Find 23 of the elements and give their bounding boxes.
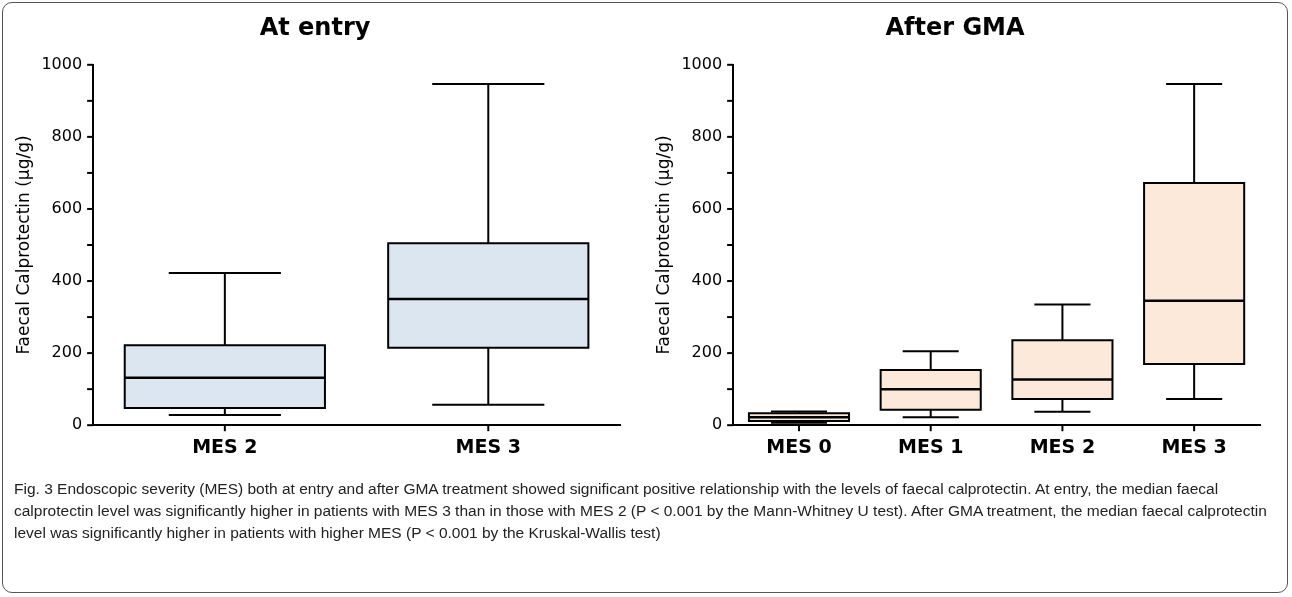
y-tick-label: 0 — [711, 414, 723, 434]
x-tick-label: MES 3 — [455, 434, 521, 457]
y-tick-label: 1000 — [41, 53, 83, 73]
x-tick-label: MES 3 — [1161, 434, 1227, 457]
chart-title: After GMA — [885, 12, 1025, 41]
y-tick-label: 0 — [71, 414, 83, 434]
caption: Fig. 3 Endoscopic severity (MES) both at entry and after GMA treatment showed significant positive relationship with the levels of faecal calprotectin. At entry, the median faecal calprotectin level was significantly higher in patients with MES 3 than in those with MES 2 (P < 0.001 by the Mann-Whitney U test). After GMA treatment, the median faecal calprotectin level was significantly higher in patients with higher MES (P < 0.001 by the Kruskal-Wallis test) — [14, 479, 1268, 543]
y-tick-label: 1000 — [681, 53, 723, 73]
x-tick-label: MES 2 — [1029, 434, 1096, 457]
x-tick-label: MES 0 — [766, 434, 832, 457]
y-axis-title: Faecal Calprotectin (µg/g) — [652, 135, 673, 355]
y-tick-label: 200 — [691, 342, 723, 362]
y-axis-title: Faecal Calprotectin (µg/g) — [12, 135, 33, 355]
x-tick-label: MES 2 — [192, 434, 258, 457]
y-tick-label: 600 — [691, 198, 723, 218]
x-tick-label: MES 1 — [898, 434, 964, 457]
y-tick-label: 400 — [51, 270, 83, 290]
y-tick-label: 600 — [51, 198, 83, 218]
y-tick-label: 400 — [691, 270, 723, 290]
chart-title: At entry — [259, 12, 371, 41]
y-tick-label: 800 — [691, 126, 723, 146]
y-tick-label: 200 — [51, 342, 83, 362]
y-tick-label: 800 — [51, 126, 83, 146]
